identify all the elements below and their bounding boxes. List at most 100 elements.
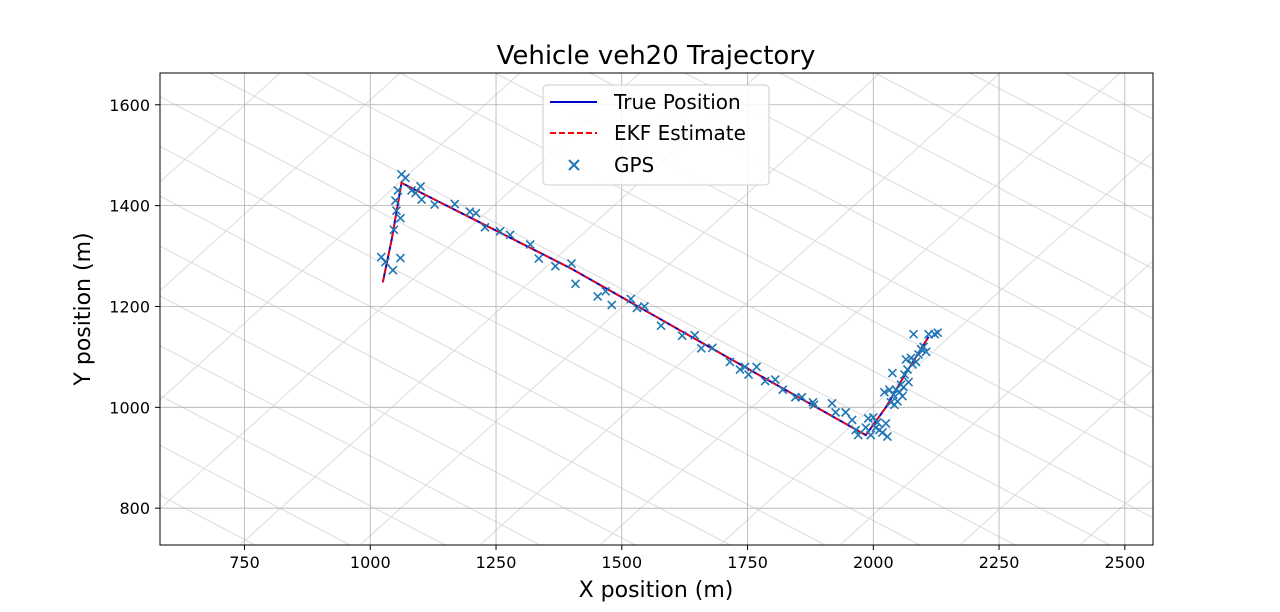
map-street: [969, 73, 1153, 170]
map-street: [160, 96, 1016, 545]
gps-point: [841, 407, 851, 417]
x-axis-label: X position (m): [579, 578, 734, 603]
map-street: [719, 151, 1153, 545]
gps-point: [566, 259, 577, 269]
map-street: [209, 73, 1111, 545]
gps-point: [607, 300, 617, 310]
gps-point: [879, 387, 889, 397]
gps-point: [725, 357, 735, 367]
gps-point: [393, 185, 403, 196]
gps-point: [696, 343, 706, 353]
gps-point: [861, 422, 871, 433]
legend-gps-swatch: [568, 159, 580, 171]
gps-point: [752, 362, 762, 372]
map-street: [599, 73, 1121, 545]
gps-point: [471, 208, 481, 218]
y-axis-label: Y position (m): [71, 232, 96, 386]
gps-point: [505, 230, 515, 240]
map-street: [160, 295, 636, 545]
gps-point: [903, 377, 914, 387]
map-street: [160, 394, 446, 545]
gps-point: [797, 392, 807, 402]
x-tick-label: 2250: [979, 553, 1020, 572]
gps-point: [808, 397, 818, 407]
gps-point: [914, 349, 924, 359]
map-street: [479, 73, 1001, 545]
map-street: [160, 73, 521, 401]
gps-point: [901, 354, 911, 364]
gps-point: [872, 417, 882, 428]
gps-point: [388, 265, 398, 275]
y-tick-label: 1000: [109, 398, 150, 417]
gps-point: [406, 185, 417, 196]
gps-point: [740, 362, 750, 372]
y-tick-label: 1600: [109, 96, 150, 115]
gps-point: [480, 222, 490, 232]
map-street: [874, 73, 1153, 220]
gps-point: [897, 391, 908, 401]
gps-point: [888, 390, 898, 400]
gps-point: [933, 328, 943, 338]
map-street: [160, 245, 731, 545]
gps-point: [450, 199, 460, 209]
map-street: [959, 369, 1153, 545]
x-tick-label: 1250: [476, 553, 517, 572]
gps-point: [601, 286, 611, 296]
gps-point: [391, 206, 401, 216]
x-tick-label: 1000: [350, 553, 391, 572]
gps-point: [656, 321, 666, 331]
gps-point: [831, 407, 841, 417]
x-tick-label: 750: [229, 553, 260, 572]
gps-point: [911, 357, 921, 367]
gps-point: [677, 331, 687, 341]
gps-point: [495, 226, 505, 236]
gps-point: [770, 375, 780, 385]
y-tick-label: 800: [119, 499, 150, 518]
map-street: [839, 260, 1153, 545]
map-street: [684, 73, 1153, 320]
gps-point: [899, 369, 910, 380]
x-tick-label: 1500: [601, 553, 642, 572]
legend: True Position EKF Estimate GPS: [542, 84, 770, 186]
gps-point: [778, 385, 788, 395]
legend-gps-label: GPS: [614, 153, 654, 177]
gps-point: [866, 430, 876, 440]
chart-title: Vehicle veh20 Trajectory: [497, 41, 816, 71]
map-street: [359, 73, 881, 545]
y-tick-label: 1400: [109, 197, 150, 216]
map-street: [160, 444, 351, 545]
gps-point: [400, 173, 411, 183]
gps-point: [570, 279, 581, 289]
map-street: [160, 195, 826, 545]
series-gps-points: [376, 169, 943, 442]
x-axis-ticks: 750 1000 1250 1500 1750 2000 2250 2500: [229, 545, 1145, 572]
gps-point: [919, 342, 929, 352]
gps-point: [847, 415, 857, 425]
legend-ekf-estimate-label: EKF Estimate: [614, 121, 746, 145]
gps-point: [639, 301, 649, 312]
gps-point: [827, 398, 837, 408]
gps-point: [395, 213, 406, 223]
gps-point: [690, 330, 700, 340]
gps-point: [908, 329, 919, 339]
gps-point: [887, 368, 897, 378]
gps-point: [380, 257, 390, 267]
gps-point: [525, 239, 535, 250]
map-street: [160, 73, 401, 292]
gps-point: [851, 425, 861, 435]
gps-point: [626, 294, 636, 304]
map-street: [304, 73, 1153, 519]
map-street: [160, 73, 281, 183]
y-tick-label: 1200: [109, 297, 150, 316]
gps-point: [389, 225, 399, 235]
map-street: [160, 345, 541, 545]
gps-point: [417, 195, 427, 205]
map-street: [779, 73, 1153, 270]
gps-point: [395, 253, 406, 263]
gps-point: [707, 343, 717, 353]
gps-point: [809, 400, 819, 410]
x-tick-label: 2000: [853, 553, 894, 572]
gps-point: [743, 369, 754, 380]
data-series: [376, 169, 943, 442]
